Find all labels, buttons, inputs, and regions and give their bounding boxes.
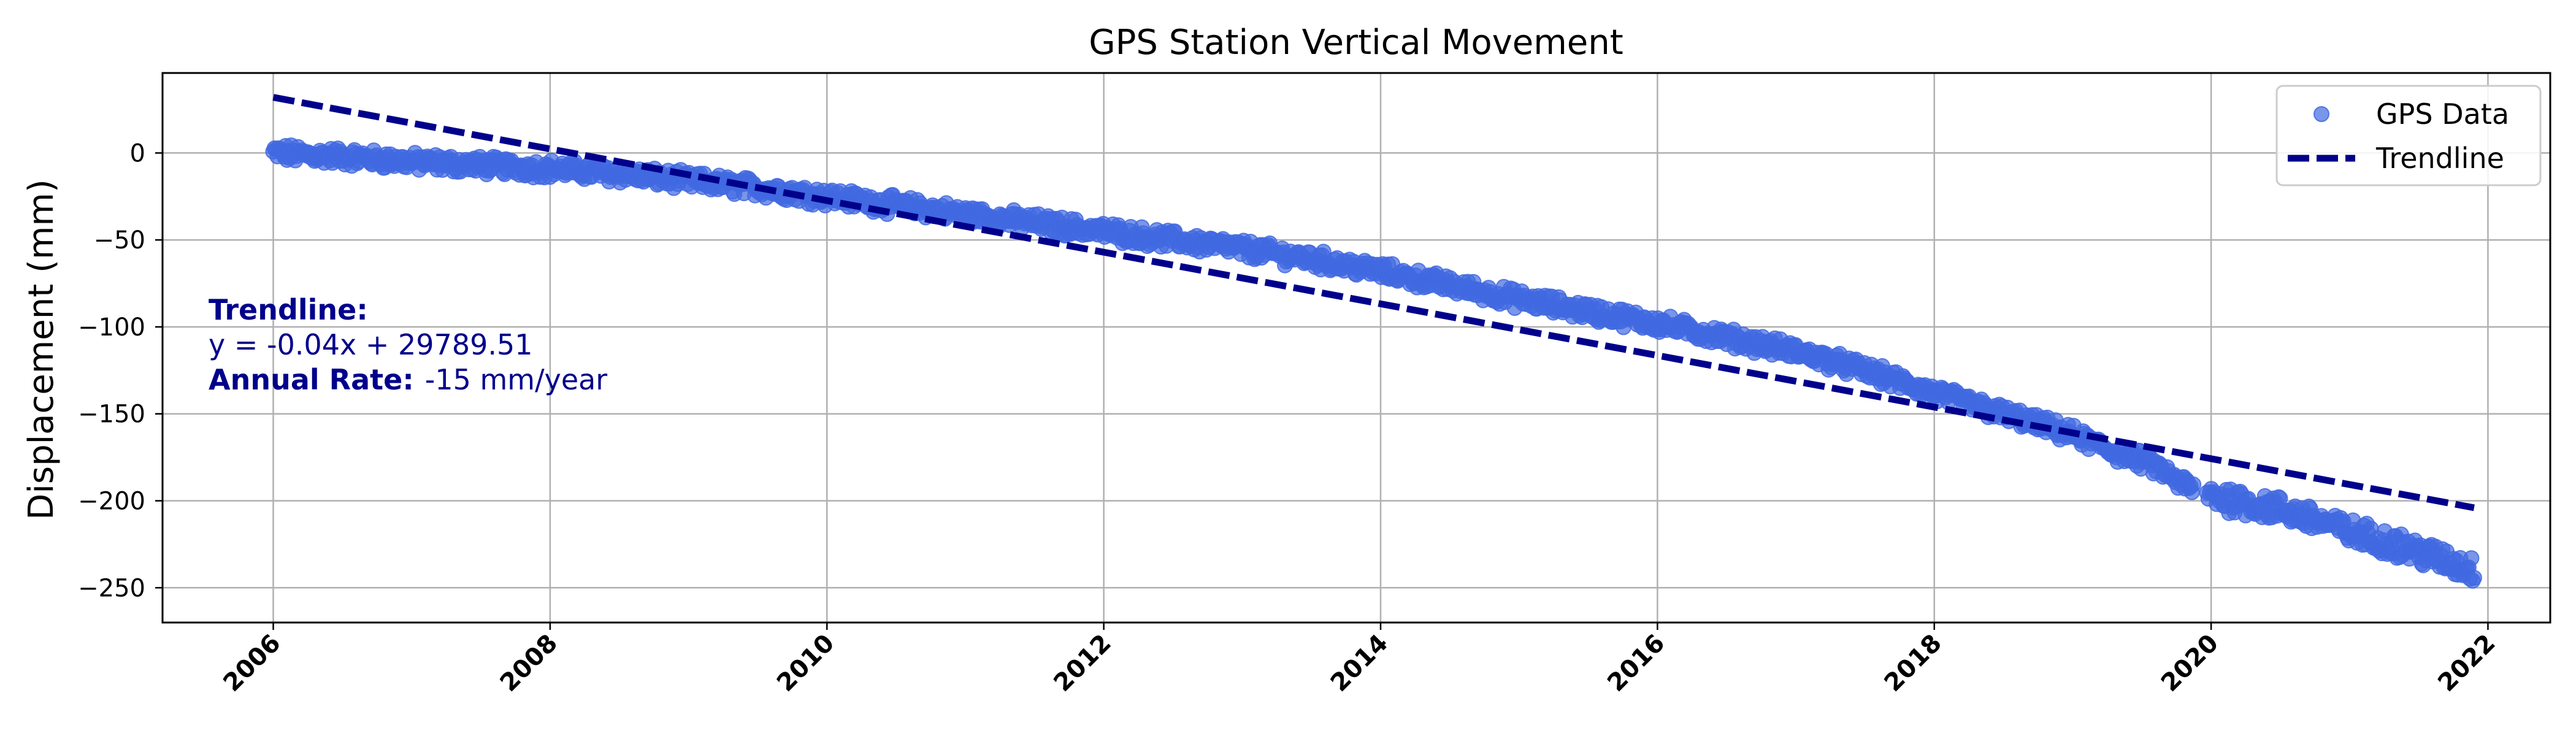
y-axis-ticks: 0 −50 −100 −150 −200 −250 bbox=[78, 139, 163, 602]
legend-trendline-label: Trendline bbox=[2375, 142, 2504, 175]
legend-box bbox=[2275, 85, 2542, 186]
gps-data-point bbox=[2463, 550, 2480, 567]
trendline bbox=[272, 94, 2475, 512]
trendline-annotation: Trendline: y = -0.04x + 29789.51 Annual … bbox=[209, 293, 607, 396]
gps-data-point bbox=[2466, 570, 2482, 586]
y-tick-label: −200 bbox=[78, 488, 145, 516]
y-tick-label: 0 bbox=[130, 139, 145, 167]
chart-title: GPS Station Vertical Movement bbox=[1089, 23, 1623, 63]
gps-data-point bbox=[2185, 476, 2202, 493]
y-tick-label: −250 bbox=[78, 574, 145, 602]
y-axis-label: Displacement (mm) bbox=[21, 179, 61, 520]
annotation-rate-label: Annual Rate: bbox=[209, 363, 414, 396]
trendline-group bbox=[272, 94, 2475, 512]
y-tick-label: −100 bbox=[78, 313, 145, 342]
y-tick-label: −50 bbox=[94, 226, 145, 255]
annotation-trendline-label: Trendline: bbox=[209, 293, 368, 326]
legend-gps-data-marker bbox=[2313, 106, 2329, 122]
annotation-equation: y = -0.04x + 29789.51 bbox=[209, 328, 533, 361]
plot-frame bbox=[161, 72, 2551, 624]
legend: GPS Data Trendline bbox=[2275, 85, 2542, 186]
legend-gps-data-label: GPS Data bbox=[2376, 98, 2509, 131]
annotation-rate-value: -15 mm/year bbox=[425, 363, 608, 396]
y-tick-label: −150 bbox=[78, 401, 145, 429]
annotation-rate: Annual Rate: -15 mm/year bbox=[209, 363, 607, 396]
